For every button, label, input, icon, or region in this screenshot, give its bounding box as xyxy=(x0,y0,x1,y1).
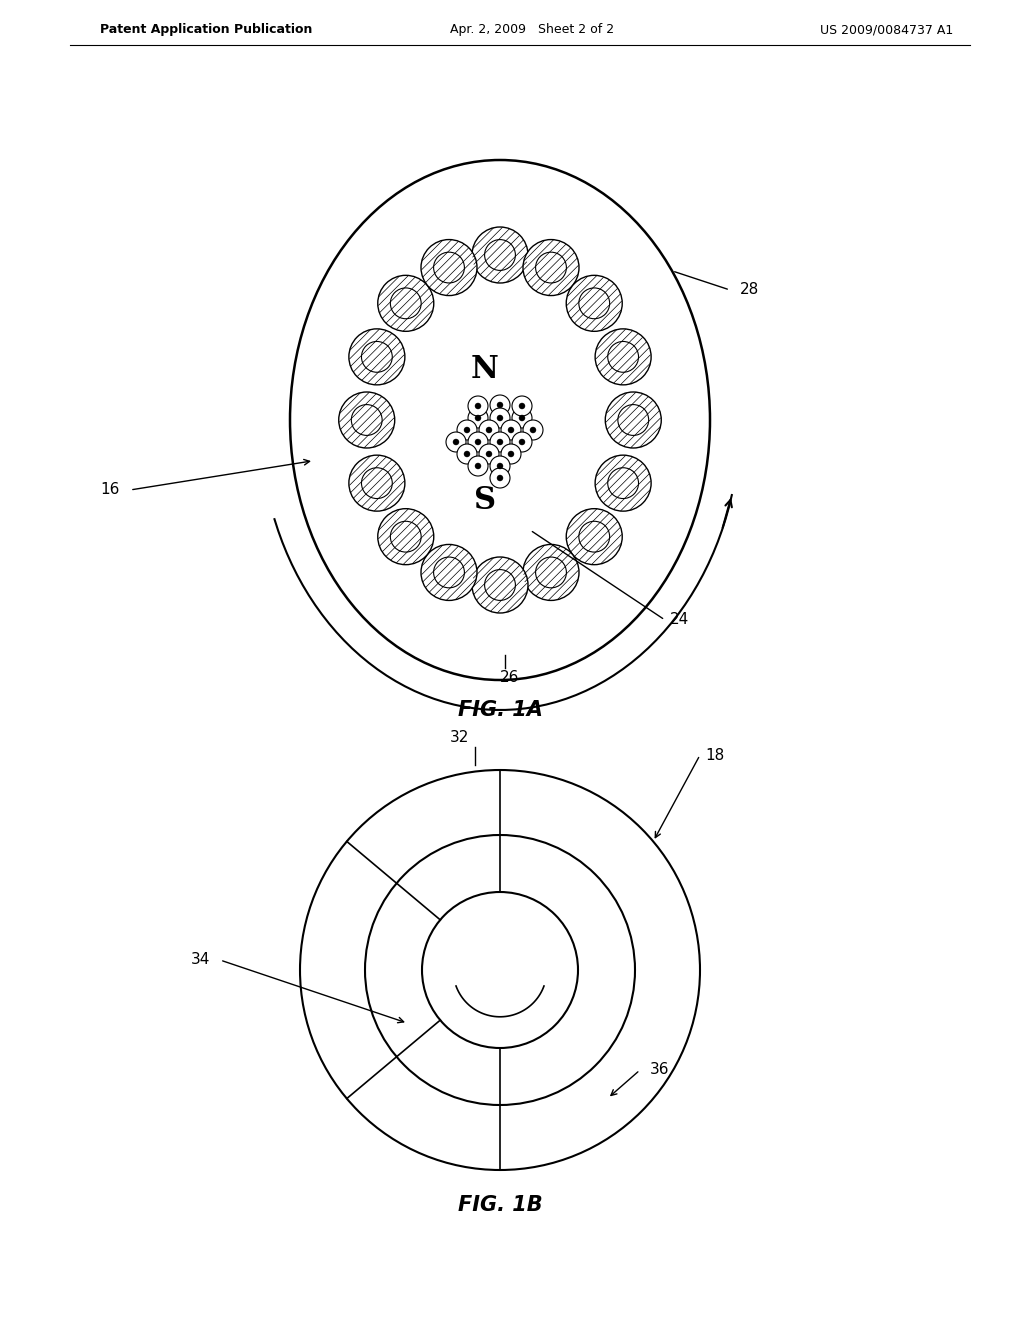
Circle shape xyxy=(468,396,488,416)
Circle shape xyxy=(512,408,532,428)
Circle shape xyxy=(339,392,394,447)
Circle shape xyxy=(607,342,639,372)
Circle shape xyxy=(479,444,499,465)
Text: 34: 34 xyxy=(190,953,210,968)
Text: 36: 36 xyxy=(650,1063,670,1077)
Circle shape xyxy=(617,405,648,436)
Circle shape xyxy=(484,570,515,601)
Circle shape xyxy=(497,414,503,421)
Text: 18: 18 xyxy=(705,747,724,763)
Circle shape xyxy=(378,276,434,331)
Circle shape xyxy=(490,469,510,488)
Circle shape xyxy=(365,836,635,1105)
Circle shape xyxy=(468,455,488,477)
Circle shape xyxy=(486,426,492,433)
Circle shape xyxy=(605,392,662,447)
Circle shape xyxy=(497,403,503,408)
Text: N: N xyxy=(471,355,499,385)
Circle shape xyxy=(390,288,421,318)
Circle shape xyxy=(349,455,404,511)
Circle shape xyxy=(497,463,503,469)
Circle shape xyxy=(579,521,609,552)
Circle shape xyxy=(501,420,521,440)
Circle shape xyxy=(523,239,579,296)
Circle shape xyxy=(472,557,528,612)
Circle shape xyxy=(497,475,503,480)
Circle shape xyxy=(519,440,525,445)
Circle shape xyxy=(351,405,382,436)
Circle shape xyxy=(457,420,477,440)
Circle shape xyxy=(472,227,528,282)
Circle shape xyxy=(300,770,700,1170)
Circle shape xyxy=(446,432,466,451)
Circle shape xyxy=(523,544,579,601)
Circle shape xyxy=(361,342,392,372)
Circle shape xyxy=(421,544,477,601)
Circle shape xyxy=(607,467,639,499)
Circle shape xyxy=(508,451,514,457)
Circle shape xyxy=(519,414,525,421)
Circle shape xyxy=(484,240,515,271)
Circle shape xyxy=(464,426,470,433)
Circle shape xyxy=(523,420,543,440)
Circle shape xyxy=(490,408,510,428)
Circle shape xyxy=(497,440,503,445)
Ellipse shape xyxy=(290,160,710,680)
Circle shape xyxy=(595,329,651,385)
Circle shape xyxy=(421,239,477,296)
Text: S: S xyxy=(474,484,496,516)
Circle shape xyxy=(475,440,481,445)
Circle shape xyxy=(508,426,514,433)
Circle shape xyxy=(422,892,578,1048)
Circle shape xyxy=(349,329,404,385)
Circle shape xyxy=(566,508,623,565)
Circle shape xyxy=(475,414,481,421)
Circle shape xyxy=(433,557,465,587)
Circle shape xyxy=(468,408,488,428)
Circle shape xyxy=(433,252,465,282)
Circle shape xyxy=(453,440,459,445)
Text: 28: 28 xyxy=(740,282,759,297)
Circle shape xyxy=(490,432,510,451)
Circle shape xyxy=(475,463,481,469)
Circle shape xyxy=(579,288,609,318)
Circle shape xyxy=(536,557,566,587)
Circle shape xyxy=(490,455,510,477)
Text: Apr. 2, 2009   Sheet 2 of 2: Apr. 2, 2009 Sheet 2 of 2 xyxy=(450,24,614,37)
Circle shape xyxy=(468,432,488,451)
Circle shape xyxy=(361,467,392,499)
Text: Patent Application Publication: Patent Application Publication xyxy=(100,24,312,37)
Circle shape xyxy=(479,420,499,440)
Circle shape xyxy=(378,508,434,565)
Circle shape xyxy=(390,521,421,552)
Circle shape xyxy=(536,252,566,282)
Text: 26: 26 xyxy=(501,671,520,685)
Text: FIG. 1B: FIG. 1B xyxy=(458,1195,543,1214)
Text: 24: 24 xyxy=(670,612,689,627)
Circle shape xyxy=(464,451,470,457)
Text: 32: 32 xyxy=(451,730,470,744)
Circle shape xyxy=(566,276,623,331)
Circle shape xyxy=(512,396,532,416)
Circle shape xyxy=(501,444,521,465)
Circle shape xyxy=(475,403,481,409)
Circle shape xyxy=(519,403,525,409)
Circle shape xyxy=(490,395,510,414)
Circle shape xyxy=(457,444,477,465)
Circle shape xyxy=(530,426,536,433)
Circle shape xyxy=(486,451,492,457)
Circle shape xyxy=(512,432,532,451)
Text: 16: 16 xyxy=(100,483,120,498)
Text: US 2009/0084737 A1: US 2009/0084737 A1 xyxy=(820,24,953,37)
Circle shape xyxy=(595,455,651,511)
Text: FIG. 1A: FIG. 1A xyxy=(458,700,543,719)
